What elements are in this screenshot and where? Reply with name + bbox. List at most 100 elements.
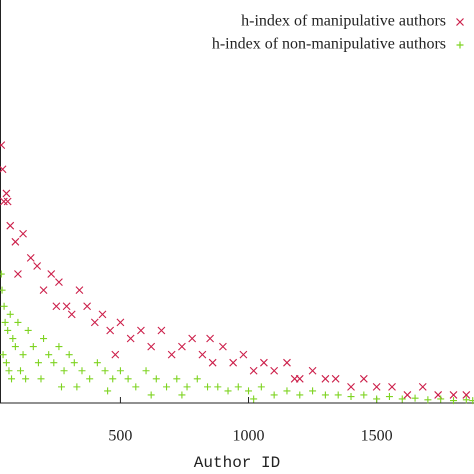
point (347, 393, 355, 401)
point (29, 343, 37, 351)
point (0, 351, 7, 359)
point (0, 286, 6, 294)
point (55, 278, 63, 286)
point (167, 350, 176, 359)
point (33, 262, 42, 270)
point (372, 382, 381, 391)
legend-label: h-index of non-manipulative authors (212, 36, 446, 53)
point (208, 358, 217, 367)
legend-marker (456, 18, 464, 26)
point (295, 374, 304, 383)
point (424, 396, 432, 404)
point (360, 391, 368, 399)
point (9, 335, 17, 343)
point (462, 396, 470, 404)
point (157, 326, 166, 335)
point (163, 383, 171, 391)
point (126, 334, 135, 343)
point (14, 270, 22, 278)
point (65, 351, 73, 359)
point (70, 359, 78, 367)
point (98, 310, 107, 319)
point (101, 367, 109, 375)
point (116, 318, 125, 327)
point (34, 359, 42, 367)
point (73, 383, 81, 391)
point (270, 391, 278, 399)
point (0, 302, 8, 310)
point (469, 397, 474, 405)
x-tick-label: 1000 (233, 428, 265, 445)
point (37, 375, 45, 383)
point (347, 382, 355, 391)
point (75, 286, 84, 295)
point (67, 310, 76, 319)
point (19, 229, 27, 238)
point (147, 391, 155, 399)
point (257, 383, 265, 391)
point (52, 302, 61, 311)
point (219, 342, 227, 351)
point (398, 395, 406, 403)
legend-marker (456, 41, 464, 49)
point (403, 391, 412, 399)
point (0, 270, 5, 278)
x-axis-label: Author ID (194, 454, 280, 472)
point (6, 221, 15, 230)
point (4, 326, 12, 334)
point (86, 375, 94, 383)
point (437, 395, 445, 403)
point (229, 358, 238, 367)
point (388, 382, 396, 391)
point (109, 375, 117, 383)
point (45, 351, 53, 359)
point (19, 351, 27, 359)
point (308, 366, 317, 375)
point (39, 286, 48, 295)
point (22, 375, 30, 383)
point (321, 391, 329, 399)
point (124, 375, 132, 383)
point (188, 334, 197, 343)
point (60, 367, 68, 375)
point (6, 310, 14, 318)
point (11, 343, 19, 351)
point (152, 375, 160, 383)
point (0, 165, 7, 174)
point (178, 342, 186, 351)
point (270, 366, 279, 375)
point (198, 350, 207, 359)
point (137, 326, 145, 335)
x-tick-label: 500 (108, 428, 132, 445)
point (193, 375, 201, 383)
point (1, 318, 9, 326)
point (62, 302, 71, 311)
point (50, 359, 58, 367)
point (57, 383, 65, 391)
point (147, 342, 156, 351)
point (418, 382, 427, 391)
point (385, 393, 393, 401)
point (116, 367, 124, 375)
point (55, 343, 63, 351)
point (173, 375, 181, 383)
point (214, 383, 222, 391)
point (90, 318, 99, 327)
point (26, 254, 35, 262)
point (296, 391, 304, 399)
point (450, 397, 458, 405)
point (283, 387, 291, 395)
point (204, 383, 212, 391)
point (106, 326, 115, 335)
point (142, 367, 150, 375)
point (2, 189, 11, 198)
point (47, 270, 56, 278)
point (309, 387, 317, 395)
point (283, 358, 291, 367)
point (234, 383, 242, 391)
point (132, 383, 140, 391)
point (78, 367, 86, 375)
point (93, 359, 101, 367)
point (334, 391, 342, 399)
